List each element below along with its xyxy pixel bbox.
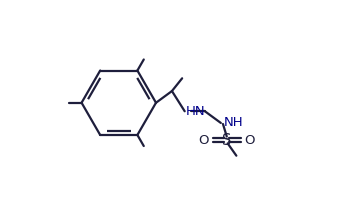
Text: NH: NH — [224, 116, 243, 129]
Text: O: O — [244, 134, 255, 147]
Text: S: S — [222, 133, 231, 148]
Text: O: O — [199, 134, 209, 147]
Text: HN: HN — [185, 105, 205, 118]
